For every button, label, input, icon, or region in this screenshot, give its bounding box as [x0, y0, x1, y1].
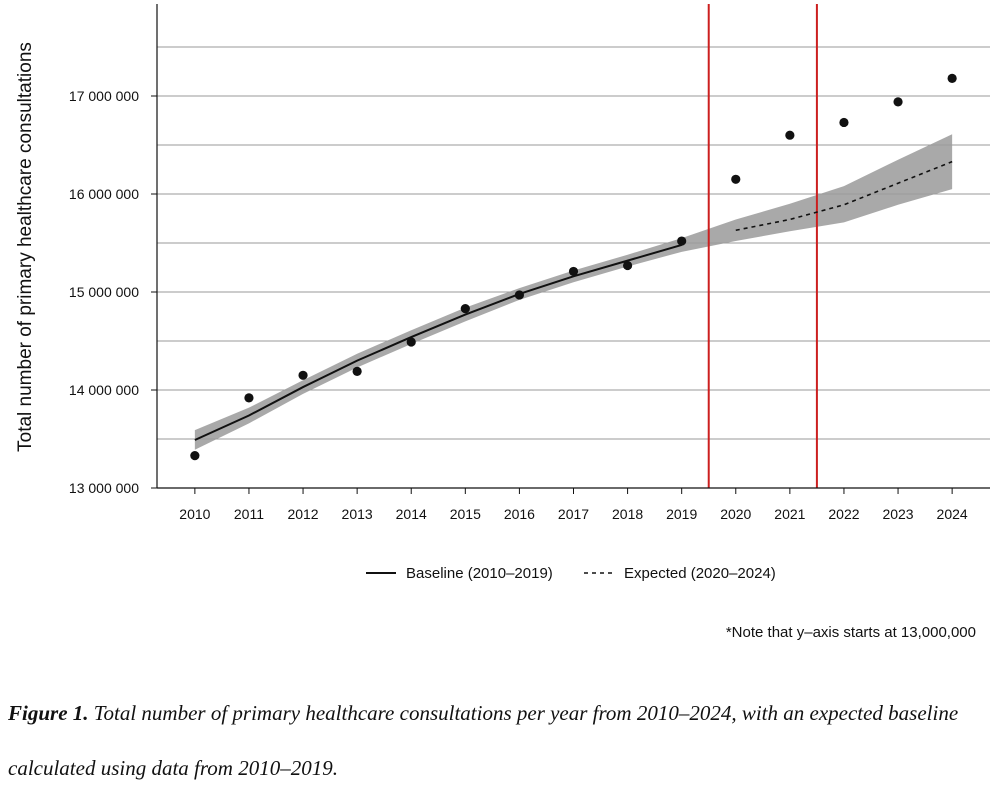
x-tick-label: 2018 [612, 506, 643, 522]
y-tick-label: 14 000 000 [69, 382, 139, 398]
observed-points [190, 73, 957, 461]
x-tick-label: 2015 [450, 506, 481, 522]
data-point [406, 337, 416, 347]
axes: 13 000 000 14 000 000 15 000 000 16 000 000… [69, 4, 990, 522]
legend: Baseline (2010–2019) Expected (2020–2024) [366, 565, 776, 582]
data-point [460, 304, 470, 314]
data-point [947, 73, 957, 83]
data-point [622, 260, 633, 271]
caption-text: Total number of primary healthcare consu… [8, 701, 959, 780]
data-point [298, 370, 308, 380]
x-tick-label: 2021 [774, 506, 805, 522]
legend-expected-label: Expected (2020–2024) [624, 565, 776, 582]
y-tick-label: 17 000 000 [69, 88, 139, 104]
x-tick-label: 2022 [828, 506, 859, 522]
data-point [893, 97, 903, 107]
y-tick-label: 16 000 000 [69, 186, 139, 202]
x-tick-label: 2012 [287, 506, 318, 522]
data-point [839, 117, 849, 128]
x-tick-label: 2023 [882, 506, 913, 522]
x-tick-label: 2014 [396, 506, 427, 522]
data-point [677, 236, 687, 246]
baseline-line [194, 243, 682, 441]
x-tick-label: 2019 [666, 506, 697, 522]
data-point [190, 451, 200, 461]
series-lines [194, 160, 953, 441]
x-tick-label: 2020 [720, 506, 751, 522]
data-point [731, 174, 741, 184]
confidence-band [194, 134, 953, 450]
legend-baseline-label: Baseline (2010–2019) [406, 565, 553, 582]
caption-label: Figure 1. [8, 701, 89, 725]
x-tick-label: 2024 [937, 506, 968, 522]
data-point [514, 290, 525, 300]
y-tick-label: 13 000 000 [69, 480, 139, 496]
axis-note: *Note that y–axis starts at 13,000,000 [725, 624, 976, 641]
y-tick-label: 15 000 000 [69, 284, 139, 300]
x-tick-label: 2011 [234, 506, 264, 522]
figure-caption: Figure 1. Total number of primary health… [8, 686, 988, 796]
data-point [785, 130, 795, 140]
x-tick-label: 2013 [342, 506, 373, 522]
data-point [568, 266, 579, 277]
data-point [352, 366, 362, 376]
chart: 13 000 000 14 000 000 15 000 000 16 000 000… [15, 4, 990, 582]
x-tick-label: 2016 [504, 506, 535, 522]
y-axis-title: Total number of primary healthcare consu… [15, 42, 36, 452]
vertical-markers [707, 4, 818, 488]
x-tick-label: 2010 [179, 506, 210, 522]
x-tick-label: 2017 [558, 506, 589, 522]
data-point [244, 393, 254, 403]
confidence-band-area [194, 134, 953, 450]
